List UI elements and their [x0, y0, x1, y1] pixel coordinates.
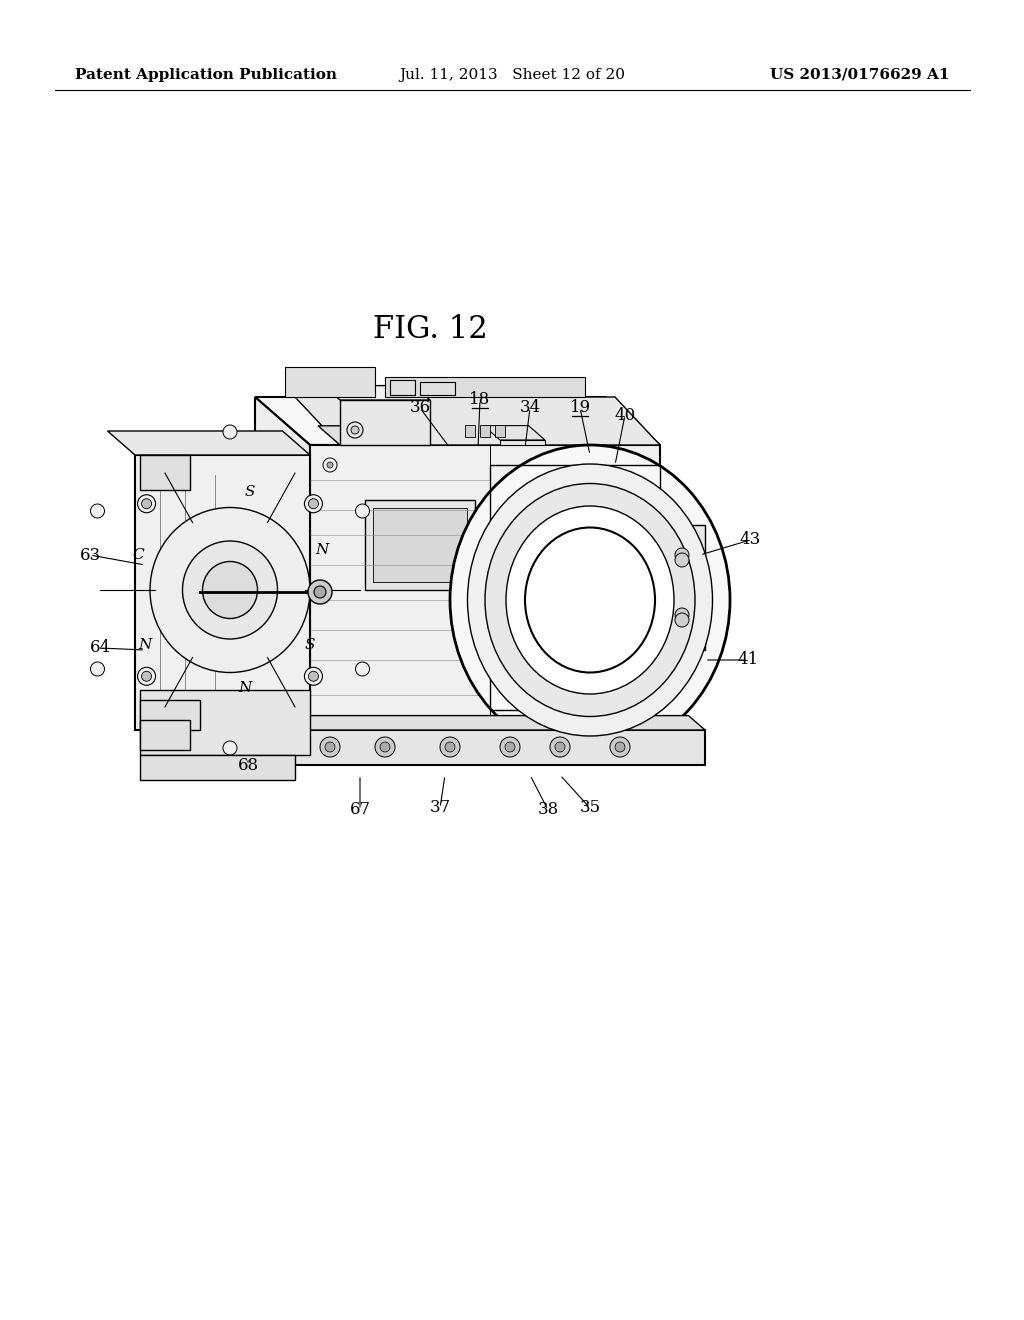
Circle shape	[223, 425, 237, 440]
Circle shape	[308, 499, 318, 508]
Circle shape	[308, 672, 318, 681]
Text: 34: 34	[519, 400, 541, 417]
Circle shape	[380, 742, 390, 752]
Polygon shape	[324, 385, 430, 400]
Ellipse shape	[182, 541, 278, 639]
Circle shape	[440, 737, 460, 756]
Text: 36: 36	[410, 400, 430, 417]
Circle shape	[90, 663, 104, 676]
Circle shape	[445, 742, 455, 752]
Polygon shape	[108, 432, 310, 455]
Polygon shape	[140, 700, 200, 730]
Text: N: N	[239, 681, 252, 696]
Text: 38: 38	[538, 801, 559, 818]
Circle shape	[505, 742, 515, 752]
Text: Jul. 11, 2013   Sheet 12 of 20: Jul. 11, 2013 Sheet 12 of 20	[399, 69, 625, 82]
Polygon shape	[385, 378, 585, 397]
Polygon shape	[480, 425, 490, 437]
Circle shape	[550, 737, 570, 756]
Circle shape	[308, 579, 332, 605]
Polygon shape	[280, 730, 705, 766]
Circle shape	[675, 612, 689, 627]
Text: FIG. 12: FIG. 12	[373, 314, 487, 346]
Text: S: S	[245, 484, 255, 499]
Polygon shape	[263, 715, 705, 730]
Polygon shape	[295, 397, 660, 445]
Ellipse shape	[468, 465, 713, 737]
Text: 18: 18	[469, 392, 490, 408]
Ellipse shape	[203, 561, 257, 619]
Circle shape	[325, 742, 335, 752]
Polygon shape	[255, 397, 310, 730]
Text: 68: 68	[238, 756, 259, 774]
Circle shape	[675, 548, 689, 562]
Circle shape	[137, 495, 156, 512]
Circle shape	[327, 462, 333, 469]
Text: Patent Application Publication: Patent Application Publication	[75, 69, 337, 82]
Polygon shape	[255, 397, 660, 445]
Circle shape	[319, 737, 340, 756]
Polygon shape	[420, 381, 455, 395]
Circle shape	[375, 737, 395, 756]
Polygon shape	[318, 426, 430, 445]
Text: N: N	[315, 543, 329, 557]
Circle shape	[137, 668, 156, 685]
Polygon shape	[135, 455, 310, 730]
Circle shape	[223, 741, 237, 755]
Circle shape	[141, 672, 152, 681]
Polygon shape	[140, 719, 190, 750]
Polygon shape	[660, 525, 705, 649]
Text: 40: 40	[614, 407, 636, 424]
Circle shape	[355, 663, 370, 676]
Polygon shape	[483, 425, 545, 440]
Ellipse shape	[160, 516, 300, 664]
Ellipse shape	[150, 507, 310, 672]
Circle shape	[610, 737, 630, 756]
Polygon shape	[340, 400, 430, 445]
Polygon shape	[140, 455, 190, 490]
Circle shape	[304, 668, 323, 685]
Polygon shape	[500, 440, 545, 445]
Polygon shape	[310, 445, 660, 730]
Circle shape	[90, 504, 104, 517]
Polygon shape	[373, 508, 467, 582]
Circle shape	[141, 499, 152, 508]
Polygon shape	[465, 425, 475, 437]
Circle shape	[355, 504, 370, 517]
Polygon shape	[390, 380, 415, 395]
Ellipse shape	[485, 483, 695, 717]
Ellipse shape	[506, 506, 674, 694]
Polygon shape	[495, 425, 505, 437]
Text: 43: 43	[739, 532, 761, 549]
Circle shape	[675, 609, 689, 622]
Circle shape	[675, 553, 689, 568]
Text: 19: 19	[569, 400, 591, 417]
Text: S: S	[305, 638, 315, 652]
Text: 63: 63	[80, 546, 100, 564]
Ellipse shape	[525, 528, 655, 672]
Circle shape	[314, 586, 326, 598]
Text: 35: 35	[580, 800, 600, 817]
Polygon shape	[140, 690, 310, 755]
Circle shape	[555, 742, 565, 752]
Text: N: N	[138, 638, 152, 652]
Circle shape	[304, 495, 323, 512]
Text: 64: 64	[89, 639, 111, 656]
Circle shape	[500, 737, 520, 756]
Text: US 2013/0176629 A1: US 2013/0176629 A1	[770, 69, 950, 82]
Polygon shape	[285, 367, 375, 397]
Ellipse shape	[450, 445, 730, 755]
Polygon shape	[140, 755, 295, 780]
Text: 67: 67	[349, 801, 371, 818]
Circle shape	[615, 742, 625, 752]
Text: C: C	[132, 548, 143, 562]
Circle shape	[351, 426, 359, 434]
Text: 41: 41	[737, 652, 759, 668]
Text: 37: 37	[429, 800, 451, 817]
Polygon shape	[365, 500, 475, 590]
